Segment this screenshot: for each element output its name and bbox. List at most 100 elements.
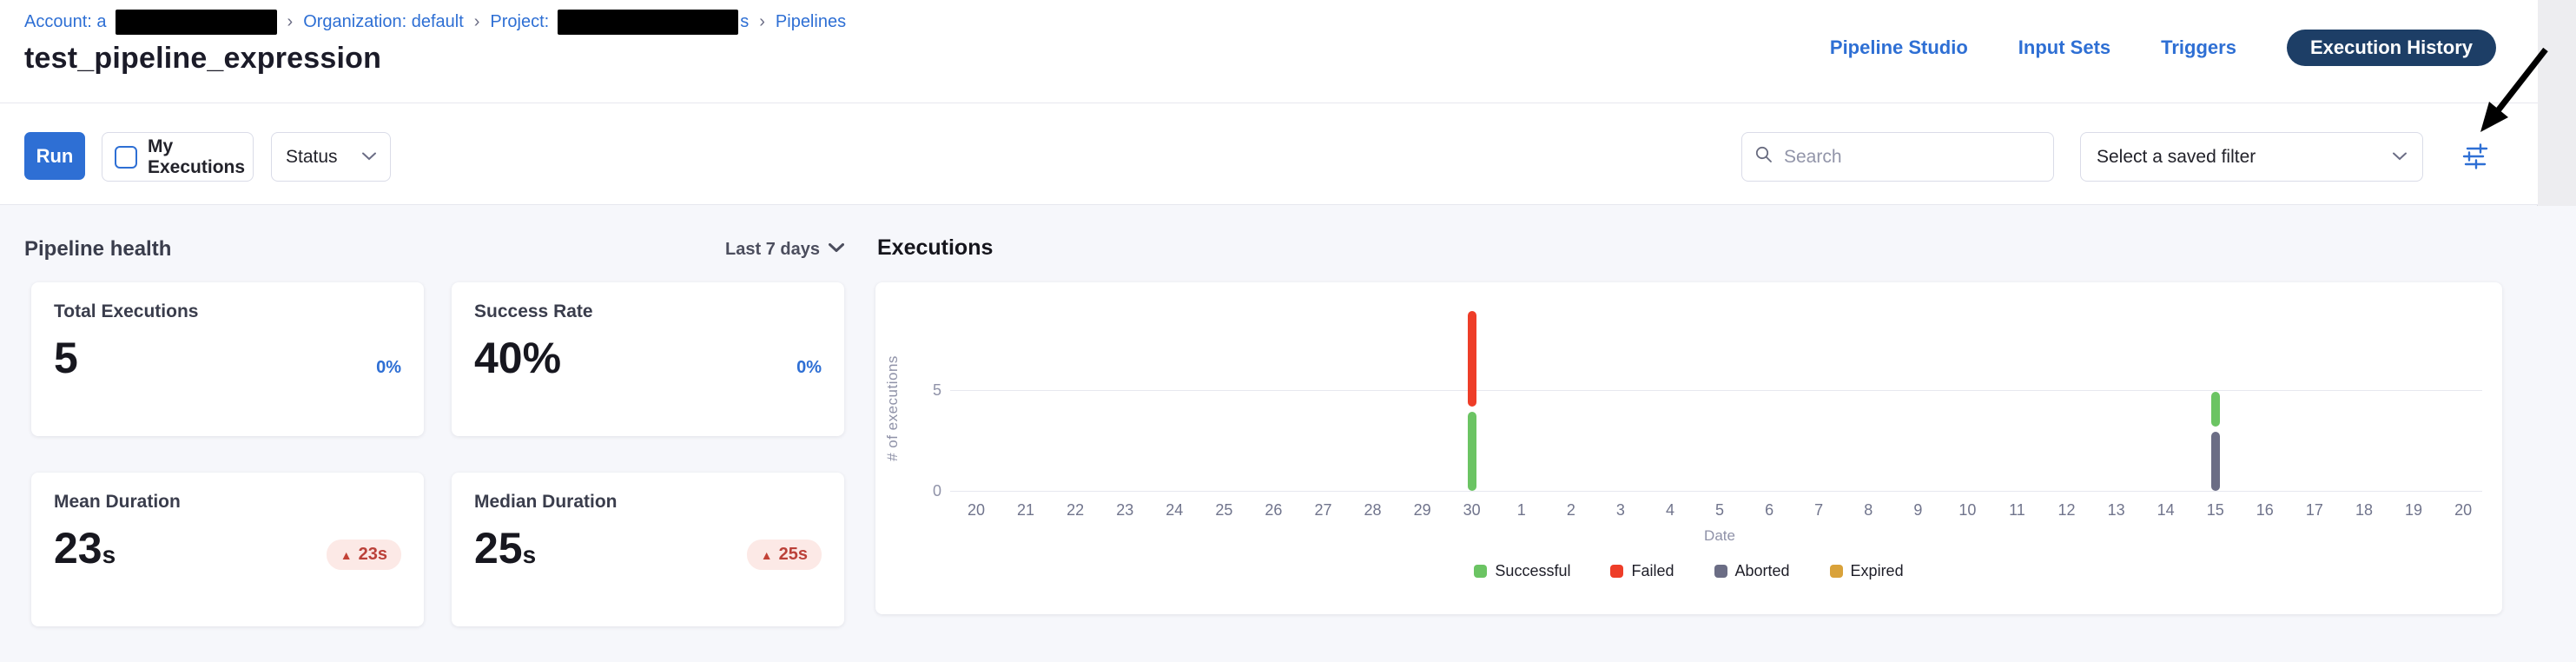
- x-axis-tick-label: 26: [1265, 501, 1283, 519]
- metric-delta-value: 25s: [778, 545, 808, 564]
- x-axis-tick-label: 18: [2355, 501, 2373, 519]
- legend-swatch: [1714, 565, 1727, 578]
- run-button[interactable]: Run: [24, 132, 85, 180]
- bar-segment-failed[interactable]: [1467, 311, 1476, 407]
- legend-swatch: [1829, 565, 1843, 578]
- chart-gridline: [950, 491, 2482, 492]
- filter-settings-button[interactable]: [2456, 137, 2494, 175]
- triangle-up-icon: ▲: [340, 547, 353, 562]
- saved-filter-value: Select a saved filter: [2097, 146, 2256, 167]
- bar-segment-successful[interactable]: [1467, 412, 1476, 491]
- breadcrumb-link: s: [740, 12, 750, 31]
- x-axis-tick-label: 25: [1215, 501, 1233, 519]
- tab-input-sets[interactable]: Input Sets: [2018, 36, 2111, 58]
- page-title: test_pipeline_expression: [24, 42, 382, 75]
- pipeline-health-cards: Total Executions 5 0% Success Rate 40% 0% Mean…: [31, 282, 844, 626]
- search-input[interactable]: [1782, 145, 2029, 169]
- legend-item-expired[interactable]: Expired: [1829, 562, 1904, 580]
- breadcrumb-separator-icon: ›: [759, 12, 765, 31]
- executions-chart: # of executions 0 5 20 21 22 23 24 25 26 27 28 29 30…: [875, 282, 2502, 614]
- page-header: Account: a › Organization: default › Project…: [0, 0, 2538, 103]
- x-axis-tick-label: 10: [1958, 501, 1977, 519]
- x-axis-tick-label: 19: [2405, 501, 2423, 519]
- chevron-down-icon: [2393, 149, 2407, 165]
- status-dropdown[interactable]: Status: [271, 132, 391, 182]
- tab-pipeline-studio[interactable]: Pipeline Studio: [1829, 36, 1968, 58]
- x-axis-tick-label: 20: [967, 501, 986, 519]
- metric-card-value: 25s: [474, 524, 537, 573]
- x-axis-tick-label: 13: [2107, 501, 2125, 519]
- x-axis-tick-label: 21: [1017, 501, 1035, 519]
- redacted-text-block: [115, 10, 277, 35]
- x-axis-tick-label: 17: [2305, 501, 2323, 519]
- legend-swatch: [1610, 565, 1624, 578]
- my-executions-label: My Executions: [148, 136, 246, 177]
- metric-card-value: 23s: [54, 524, 116, 573]
- metric-delta-value: 23s: [358, 545, 387, 564]
- legend-item-aborted[interactable]: Aborted: [1714, 562, 1790, 580]
- metric-card-title: Median Duration: [474, 492, 618, 512]
- breadcrumb-link[interactable]: Organization: default: [303, 12, 464, 31]
- y-axis-tick-label: 5: [932, 381, 941, 399]
- x-axis-tick-label: 2: [1566, 501, 1575, 519]
- metric-card: Total Executions 5 0%: [31, 282, 424, 436]
- pipeline-health-heading: Pipeline health: [24, 237, 172, 261]
- metric-card: Success Rate 40% 0%: [452, 282, 844, 436]
- metric-card-value: 40%: [474, 334, 562, 382]
- redacted-text-block: [558, 10, 739, 35]
- breadcrumb-link[interactable]: Project:: [490, 12, 550, 31]
- x-axis-tick-label: 22: [1067, 501, 1085, 519]
- bar-segment-aborted[interactable]: [2210, 432, 2220, 491]
- metric-card-title: Total Executions: [54, 301, 199, 321]
- chart-gridline: [950, 390, 2482, 391]
- date-range-dropdown[interactable]: Last 7 days: [725, 240, 844, 260]
- x-axis-tick-label: 24: [1166, 501, 1184, 519]
- search-icon: [1754, 145, 1773, 169]
- chevron-down-icon: [829, 242, 844, 257]
- pipeline-tabs: Pipeline Studio Input Sets Triggers Executi…: [1830, 30, 2496, 66]
- metric-card-value: 5: [54, 334, 78, 382]
- metric-card-title: Success Rate: [474, 301, 593, 321]
- filter-sliders-icon: [2460, 143, 2490, 173]
- metric-delta: 0%: [376, 358, 401, 377]
- x-axis-tick-label: 20: [2454, 501, 2473, 519]
- breadcrumb-link[interactable]: Pipelines: [775, 12, 847, 31]
- breadcrumb-separator-icon: ›: [287, 12, 294, 31]
- my-executions-checkbox[interactable]: [115, 145, 137, 169]
- metric-card: Mean Duration 23s ▲ 23s: [31, 473, 424, 626]
- toolbar: Run My Executions Status Select a saved …: [0, 103, 2538, 205]
- metric-card: Median Duration 25s ▲ 25s: [452, 473, 844, 626]
- breadcrumb: Account: a › Organization: default › Project…: [24, 10, 846, 35]
- legend-item-failed[interactable]: Failed: [1610, 562, 1674, 580]
- x-axis-tick-label: 12: [2057, 501, 2076, 519]
- status-dropdown-value: Status: [286, 146, 338, 167]
- legend-label: Expired: [1850, 562, 1904, 579]
- saved-filter-dropdown[interactable]: Select a saved filter: [2080, 132, 2423, 182]
- breadcrumb-separator-icon: ›: [473, 12, 480, 31]
- date-range-value: Last 7 days: [725, 239, 820, 259]
- content-section: Pipeline health Last 7 days Executions T…: [0, 206, 2576, 662]
- x-axis-tick-label: 1: [1516, 501, 1526, 519]
- executions-heading: Executions: [877, 235, 994, 260]
- search-field[interactable]: [1741, 132, 2054, 182]
- metric-delta-badge: ▲ 23s: [326, 540, 401, 570]
- triangle-up-icon: ▲: [760, 547, 773, 562]
- x-axis-tick-label: 28: [1364, 501, 1382, 519]
- my-executions-toggle[interactable]: My Executions: [102, 132, 254, 182]
- x-axis-tick-label: 7: [1814, 501, 1824, 519]
- bar-segment-successful[interactable]: [2210, 392, 2220, 427]
- metric-delta-badge: ▲ 25s: [746, 540, 822, 570]
- legend-swatch: [1474, 565, 1488, 578]
- breadcrumb-link[interactable]: Account: a: [24, 12, 107, 31]
- legend-item-successful[interactable]: Successful: [1474, 562, 1570, 580]
- x-axis-tick-label: 9: [1913, 501, 1923, 519]
- tab-execution-history[interactable]: Execution History: [2286, 30, 2496, 66]
- legend-label: Aborted: [1734, 562, 1790, 579]
- metric-delta: 0%: [796, 358, 822, 377]
- metric-card-title: Mean Duration: [54, 492, 181, 512]
- tab-triggers[interactable]: Triggers: [2161, 36, 2236, 58]
- x-axis-tick-label: 8: [1864, 501, 1873, 519]
- metric-card-value-unit: s: [102, 541, 116, 568]
- x-axis-title: Date: [1704, 527, 1735, 544]
